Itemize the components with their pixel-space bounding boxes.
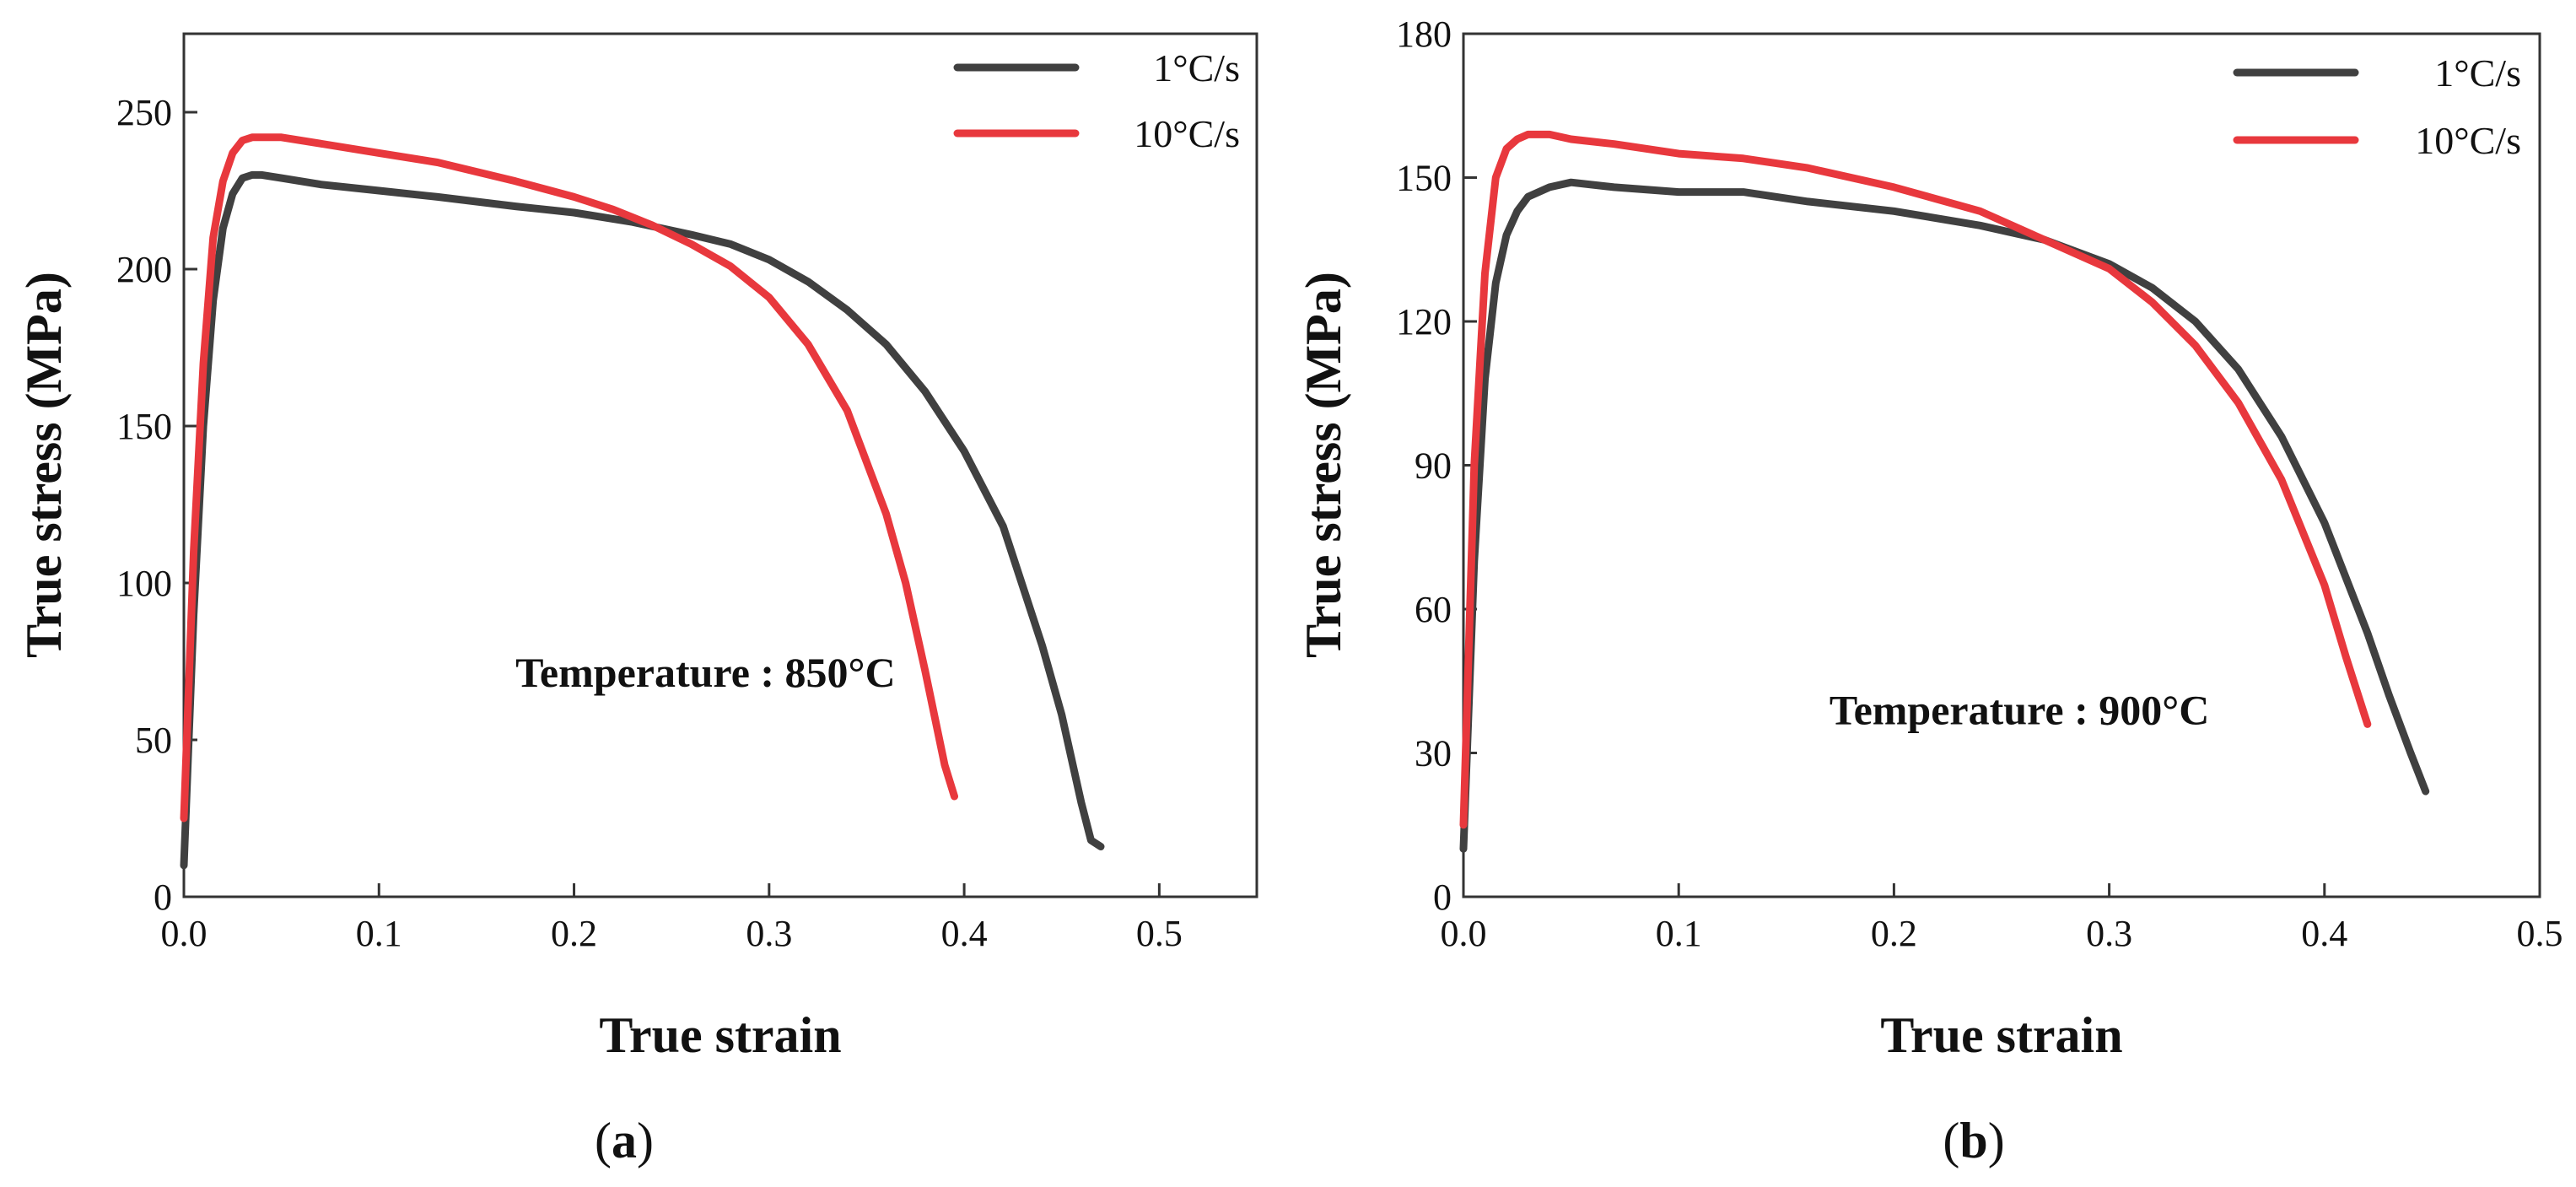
panel-caption-letter-b: b [1959,1113,1987,1168]
legend-a: 1°C/s 10°C/s [953,46,1240,155]
x-tick-label: 0.1 [1656,913,1702,954]
plot-frame-a [182,32,1258,898]
y-tick-label: 0 [1433,877,1452,918]
y-axis-title-a: True stress (MPa) [16,272,72,658]
x-tick-label: 0.4 [941,913,988,954]
legend-label-10cs-a: 10°C/s [1134,112,1240,155]
panel-caption-letter-a: a [612,1113,637,1168]
temperature-annotation-b: Temperature : 900°C [1830,686,2210,733]
temperature-annotation-a: Temperature : 850°C [515,649,895,696]
axes-ticks-a: 0.0 0.1 0.2 0.3 0.4 0.5 0 50 100 150 200 250 [116,92,1183,954]
x-tick-label: 0.5 [1136,913,1183,954]
x-axis-title-a: True strain [599,1007,841,1063]
series-line-10cs-a [180,133,958,823]
x-tick-label: 0.3 [746,913,792,954]
x-tick-label: 0.2 [1871,913,1917,954]
chart-svg-a: 0.0 0.1 0.2 0.3 0.4 0.5 0 50 100 150 200 250 Temper… [16,32,1258,1168]
chart-svg-b: 0.0 0.1 0.2 0.3 0.4 0.5 0 30 60 90 120 150 180 Tempe… [1296,13,2563,1168]
legend-b: 1°C/s 10°C/s [2233,51,2521,162]
y-tick-label: 250 [116,92,172,133]
y-tick-label: 120 [1396,301,1452,343]
x-tick-label: 0.1 [356,913,402,954]
legend-label-1cs-a: 1°C/s [1153,46,1240,89]
chart-panel-a: 0.0 0.1 0.2 0.3 0.4 0.5 0 50 100 150 200 250 Temper… [0,0,1288,1183]
series-line-1cs-b [1459,178,2430,853]
x-tick-label: 0.3 [2086,913,2132,954]
series-line-10cs-b [1459,130,2372,829]
series-line-1cs-a [180,170,1105,870]
y-tick-label: 60 [1415,589,1452,630]
y-axis-title-b: True stress (MPa) [1296,272,1351,658]
series-group-b [1459,130,2430,853]
x-tick-label: 0.2 [551,913,597,954]
plot-frame-b [1462,32,2541,898]
legend-label-10cs-b: 10°C/s [2415,119,2521,162]
x-axis-title-b: True strain [1880,1007,2122,1063]
legend-label-1cs-b: 1°C/s [2434,51,2521,94]
x-tick-label: 0.4 [2301,913,2347,954]
y-tick-label: 100 [116,563,172,604]
panel-caption-a: (a) [595,1113,654,1168]
y-tick-label: 180 [1396,13,1452,55]
x-tick-label: 0.5 [2517,913,2563,954]
y-tick-label: 150 [116,406,172,447]
y-tick-label: 90 [1415,445,1452,487]
axes-ticks-b: 0.0 0.1 0.2 0.3 0.4 0.5 0 30 60 90 120 150 180 [1396,13,2563,954]
panel-caption-b: (b) [1943,1113,2004,1168]
chart-panel-b: 0.0 0.1 0.2 0.3 0.4 0.5 0 30 60 90 120 150 180 Tempe… [1288,0,2576,1183]
y-tick-label: 0 [154,877,172,918]
y-tick-label: 50 [135,720,172,761]
x-tick-label: 0.0 [1441,913,1487,954]
y-tick-label: 200 [116,249,172,290]
y-tick-label: 150 [1396,158,1452,199]
series-group-a [180,133,1105,870]
y-tick-label: 30 [1415,733,1452,774]
x-tick-label: 0.0 [161,913,207,954]
